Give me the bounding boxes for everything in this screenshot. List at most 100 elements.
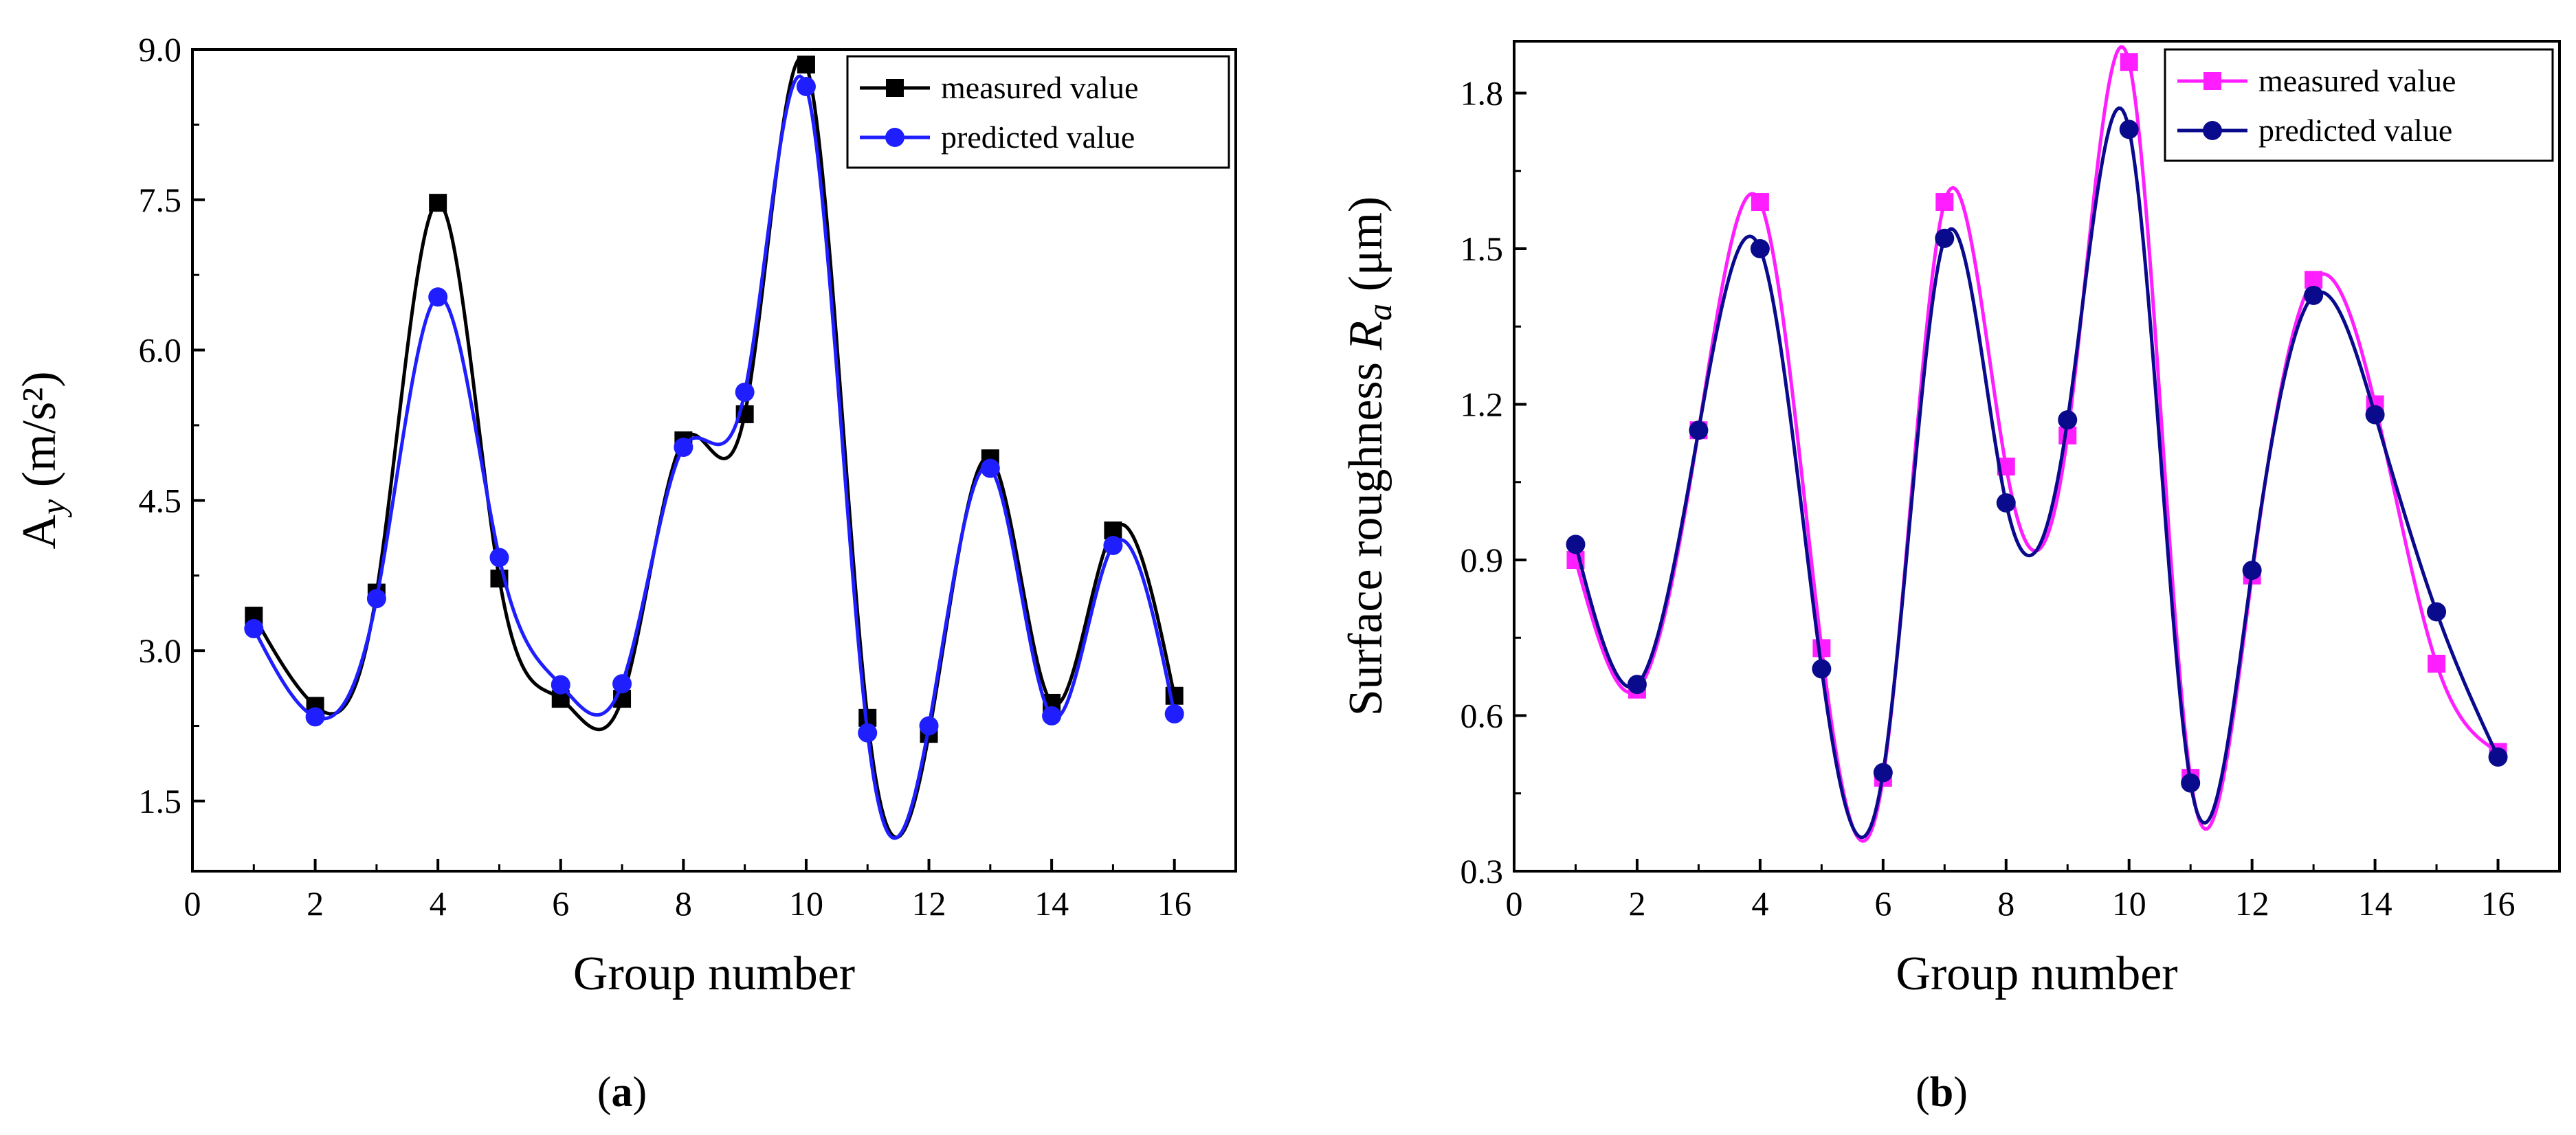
data-point-circle (2242, 561, 2262, 581)
data-point-circle (1042, 706, 1062, 726)
data-point-circle (2304, 285, 2324, 305)
data-point-circle (674, 438, 693, 458)
data-point-circle (366, 589, 386, 609)
series-measured (1566, 45, 2507, 843)
data-point-square (1935, 193, 1954, 212)
legend: measured value predicted value (846, 55, 1230, 169)
y-tick-label: 9.0 (139, 30, 182, 69)
legend-label: predicted value (941, 120, 1135, 155)
data-point-circle (1750, 239, 1770, 258)
data-point-circle (2427, 602, 2447, 622)
legend-marker-circle (2203, 121, 2222, 140)
legend-box (846, 55, 1230, 169)
x-axis-label: Group number (1896, 947, 2177, 1000)
data-point-circle (2119, 120, 2139, 139)
y-tick-label: 1.5 (139, 782, 182, 820)
x-tick-label: 2 (307, 884, 324, 923)
series-line (1574, 106, 2500, 840)
legend-label: predicted value (2258, 113, 2452, 148)
legend-marker-circle (885, 128, 904, 147)
x-tick-label: 10 (789, 884, 823, 923)
data-point-circle (1935, 228, 1955, 248)
y-tick-label: 0.9 (1461, 541, 1504, 579)
chart-panel-b: 0 2 4 6 8 10 12 14 16 0.3 0.6 0.9 1.2 1.5 1.8 Group num… (1340, 40, 2561, 1116)
data-point-square (429, 194, 447, 212)
y-tick-label: 7.5 (139, 181, 182, 219)
data-point-circle (735, 382, 755, 402)
x-tick-label: 14 (1034, 884, 1069, 923)
data-point-circle (1873, 763, 1893, 783)
x-tick-label: 6 (552, 884, 569, 923)
data-point-circle (2058, 410, 2078, 430)
series-predicted (244, 74, 1184, 840)
data-point-circle (796, 76, 816, 96)
legend: measured value predicted value (2164, 48, 2554, 162)
x-tick-label: 8 (675, 884, 692, 923)
x-tick-label: 4 (1751, 884, 1768, 923)
data-point-square (797, 55, 815, 74)
y-tick-label: 6.0 (139, 331, 182, 370)
y-axis-label: Surface roughness Ra (μm) (1340, 196, 1399, 717)
series-predicted (1566, 106, 2508, 840)
data-point-square (2120, 53, 2138, 71)
x-tick-label: 6 (1874, 884, 1891, 923)
chart-panel-a: 0 2 4 6 8 10 12 14 16 1.5 3.0 4.5 6.0 7.5 9.0 Group num… (13, 30, 1237, 1116)
y-tick-label: 4.5 (139, 481, 182, 519)
legend-marker-square (2203, 72, 2221, 90)
data-point-circle (612, 674, 632, 694)
y-tick-label: 1.2 (1461, 385, 1504, 424)
series-line (252, 56, 1177, 840)
data-point-circle (489, 548, 509, 568)
x-tick-label: 12 (912, 884, 946, 923)
y-tick-label: 1.5 (1461, 229, 1504, 268)
legend-label: measured value (2258, 63, 2456, 98)
data-point-circle (919, 716, 939, 736)
y-tick-label: 3.0 (139, 631, 182, 670)
data-point-square (1812, 639, 1831, 658)
data-point-square (2428, 655, 2446, 673)
data-point-circle (1812, 659, 1832, 679)
x-tick-label: 10 (2112, 884, 2146, 923)
y-tick-label: 0.3 (1461, 852, 1504, 890)
x-tick-label: 0 (1506, 884, 1523, 923)
data-point-circle (2181, 773, 2201, 793)
data-point-square (1751, 193, 1769, 212)
series-line (252, 74, 1177, 840)
data-point-circle (244, 619, 264, 639)
y-axis-label: Ay (m/s²) (13, 371, 72, 549)
x-tick-label: 16 (1157, 884, 1192, 923)
data-point-circle (980, 458, 1000, 478)
panel-label: (a) (597, 1069, 647, 1116)
x-tick-label: 0 (184, 884, 201, 923)
legend-box (2164, 48, 2554, 162)
x-axis-label: Group number (573, 947, 855, 1000)
data-point-circle (1566, 535, 1586, 554)
y-tick-label: 1.8 (1461, 74, 1504, 113)
panel-label: (b) (1916, 1069, 1968, 1116)
data-point-circle (1689, 420, 1709, 440)
x-tick-label: 14 (2358, 884, 2392, 923)
plot-frame (191, 48, 1237, 873)
legend-label: measured value (941, 70, 1138, 105)
data-point-circle (1164, 704, 1184, 724)
x-tick-label: 12 (2235, 884, 2269, 923)
data-point-circle (2488, 747, 2508, 767)
x-tick-label: 16 (2481, 884, 2516, 923)
series-measured (245, 55, 1184, 840)
y-tick-label: 0.6 (1461, 697, 1504, 735)
x-tick-label: 8 (1997, 884, 2014, 923)
data-point-circle (1103, 535, 1123, 555)
data-point-circle (1627, 675, 1647, 695)
data-point-circle (428, 287, 448, 307)
x-tick-label: 4 (430, 884, 447, 923)
legend-marker-square (886, 79, 904, 97)
data-point-circle (2365, 405, 2385, 425)
x-tick-label: 2 (1628, 884, 1645, 923)
data-point-circle (1996, 493, 2016, 513)
data-point-circle (305, 707, 325, 727)
data-point-circle (551, 675, 570, 695)
data-point-circle (858, 723, 878, 743)
series-line (1574, 45, 2499, 843)
plot-frame (1513, 40, 2561, 873)
